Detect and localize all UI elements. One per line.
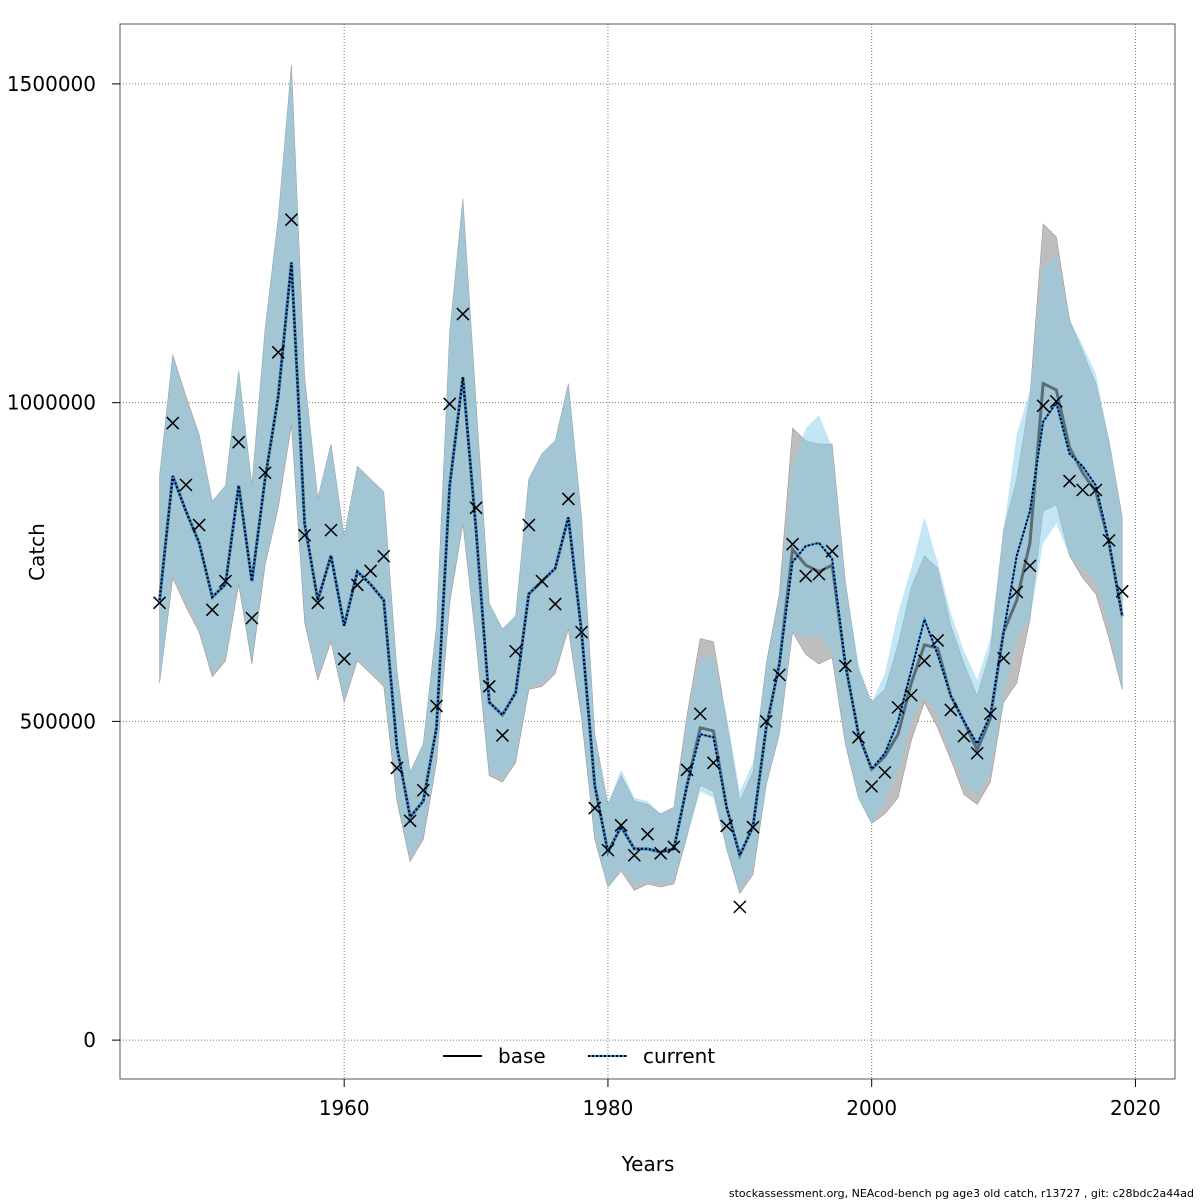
plot-frame	[119, 23, 1176, 1080]
x-tick-label: 2020	[1110, 1096, 1161, 1120]
observed-point	[192, 518, 206, 532]
observed-point	[904, 688, 918, 702]
observed-point	[706, 756, 720, 770]
observed-point	[350, 578, 364, 592]
observed-point	[1102, 533, 1116, 547]
observed-point	[1036, 399, 1050, 413]
observed-points	[153, 213, 1129, 914]
observed-point	[1023, 559, 1037, 573]
observed-point	[746, 820, 760, 834]
observed-point	[799, 569, 813, 583]
observed-point	[931, 633, 945, 647]
observed-point	[218, 574, 233, 588]
observed-point	[654, 846, 668, 860]
observed-point	[284, 213, 298, 227]
observed-point	[944, 703, 958, 717]
observed-point	[891, 700, 905, 714]
observed-point	[865, 779, 879, 793]
x-tick-label: 1960	[319, 1096, 370, 1120]
observed-point	[693, 707, 707, 721]
legend: base current	[443, 1044, 715, 1068]
observed-point	[443, 397, 457, 411]
observed-point	[482, 679, 496, 693]
observed-point	[983, 707, 997, 721]
observed-point	[601, 843, 615, 857]
observed-point	[245, 611, 259, 625]
y-tick-label: 500000	[20, 709, 96, 733]
observed-point	[772, 668, 786, 682]
observed-point	[509, 644, 523, 658]
y-axis-label: Catch	[25, 523, 49, 581]
observed-point	[720, 819, 734, 833]
observed-point	[667, 840, 681, 854]
x-axis-label: Years	[621, 1152, 675, 1176]
observed-point	[298, 528, 312, 542]
observed-point	[627, 848, 641, 862]
series-lines	[158, 262, 1124, 860]
observed-point	[1010, 585, 1024, 599]
observed-point	[733, 900, 747, 914]
observed-point	[416, 783, 430, 797]
observed-point	[1115, 584, 1129, 598]
observed-point	[271, 345, 285, 359]
observed-point	[179, 478, 193, 492]
observed-point	[456, 307, 470, 321]
observed-point	[561, 492, 575, 506]
x-tick-label: 2000	[846, 1096, 897, 1120]
x-axis: 1960 1980 2000 2020	[319, 1079, 1161, 1120]
observed-point	[812, 567, 826, 581]
y-tick-label: 1000000	[7, 391, 96, 415]
observed-point	[680, 763, 694, 777]
confidence-bands	[159, 64, 1123, 895]
y-axis: 0 500000 1000000 1500000	[7, 72, 120, 1052]
observed-point	[838, 659, 852, 673]
observed-point	[258, 466, 272, 480]
observed-point	[614, 818, 628, 832]
observed-point	[364, 564, 378, 578]
observed-point	[825, 544, 839, 558]
observed-point	[970, 746, 984, 760]
observed-point	[917, 654, 931, 668]
observed-point	[851, 730, 866, 744]
current-confidence-band	[159, 64, 1123, 891]
observed-point	[588, 801, 602, 815]
observed-point	[166, 416, 180, 430]
legend-current-label: current	[643, 1044, 715, 1068]
x-tick-label: 1980	[582, 1096, 633, 1120]
footer-caption: stockassessment.org, NEAcod-bench pg age…	[729, 1187, 1194, 1200]
observed-point	[548, 597, 562, 611]
observed-point	[390, 761, 404, 775]
observed-point	[759, 714, 773, 728]
observed-point	[878, 765, 892, 779]
observed-point	[311, 596, 325, 610]
observed-point	[522, 518, 536, 532]
observed-point	[337, 652, 351, 666]
observed-point	[495, 728, 509, 742]
observed-point	[1049, 394, 1063, 408]
observed-point	[232, 435, 246, 449]
current-estimate-line	[158, 262, 1124, 859]
observed-point	[205, 603, 219, 617]
observed-point	[957, 729, 971, 743]
observed-point	[469, 501, 483, 515]
observed-point	[1089, 483, 1103, 497]
observed-point	[1076, 483, 1090, 497]
y-tick-label: 1500000	[7, 72, 96, 96]
observed-point	[575, 625, 589, 639]
observed-point	[786, 537, 800, 551]
observed-point	[324, 523, 338, 537]
y-tick-label: 0	[83, 1028, 96, 1052]
observed-point	[640, 827, 655, 841]
observed-point	[535, 574, 549, 588]
observed-point	[377, 549, 391, 563]
observed-point	[997, 651, 1011, 665]
observed-point	[153, 596, 167, 610]
observed-point	[403, 814, 417, 828]
legend-base-label: base	[498, 1044, 546, 1068]
observed-point	[429, 699, 444, 713]
observed-point	[1062, 474, 1077, 488]
